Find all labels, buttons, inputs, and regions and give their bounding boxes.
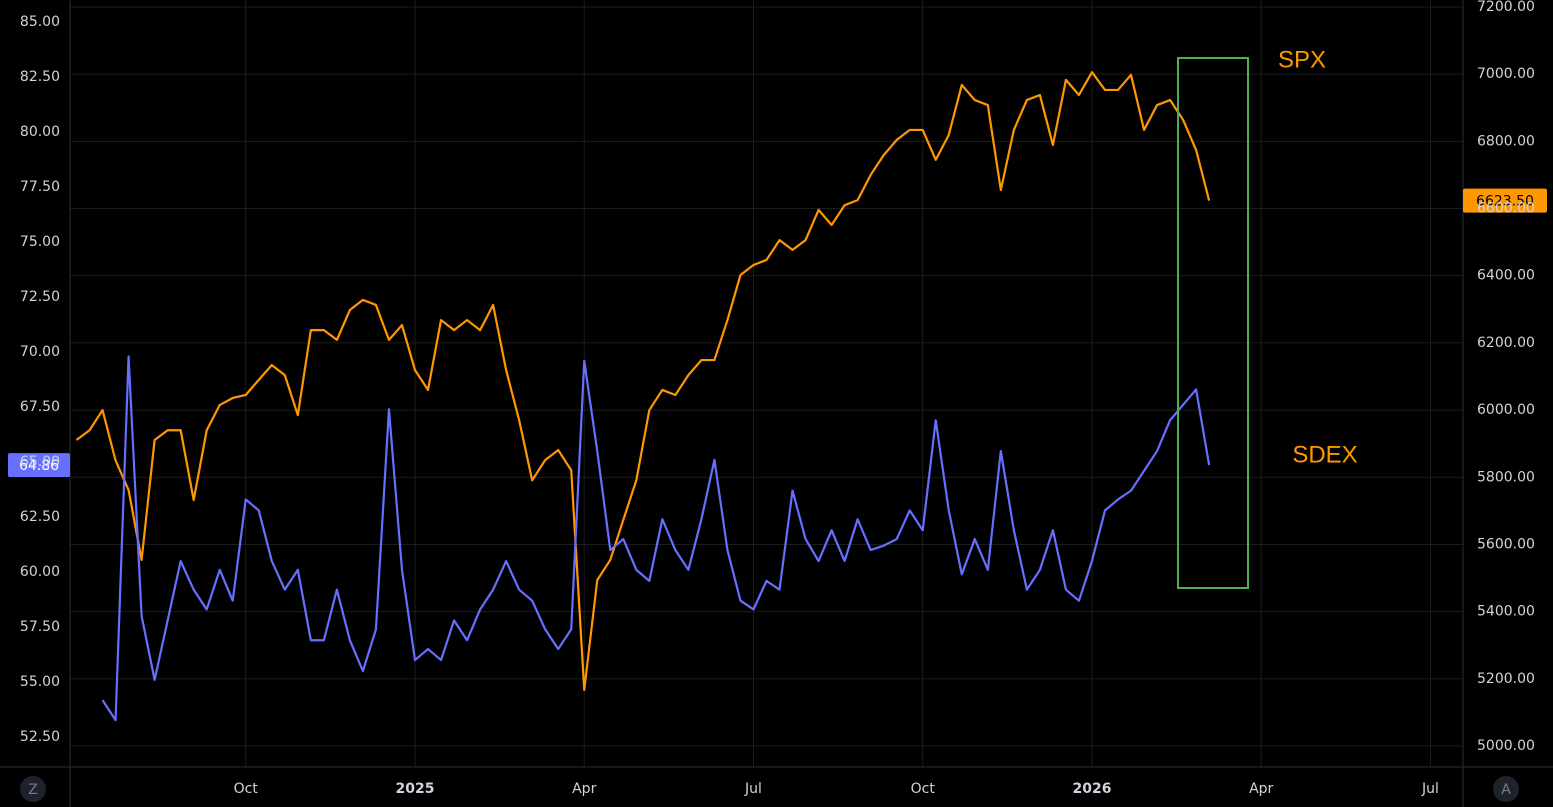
y2-tick-label: 5800.00 <box>1477 469 1535 485</box>
price-tag-label: 64.86 <box>19 458 59 474</box>
y2-tick-label: 6800.00 <box>1477 133 1535 149</box>
y2-tick-label: 6200.00 <box>1477 335 1535 351</box>
x-tick-label: Apr <box>572 781 596 797</box>
annotation: SDEX <box>1292 441 1357 468</box>
x-tick-label: 2025 <box>396 781 435 797</box>
y2-tick-label: 5600.00 <box>1477 536 1535 552</box>
y2-tick-label: 7000.00 <box>1477 66 1535 82</box>
y2-tick-label: 6600.00 <box>1477 201 1535 217</box>
y-tick-label: 70.00 <box>20 344 60 360</box>
highlight-box <box>1177 57 1249 589</box>
series-line <box>75 71 1211 692</box>
y-tick-label: 57.50 <box>20 619 60 635</box>
y-tick-label: 67.50 <box>20 399 60 415</box>
y-tick-label: 72.50 <box>20 289 60 305</box>
control-button[interactable] <box>20 776 46 802</box>
y-tick-label: 60.00 <box>20 564 60 580</box>
price-tag <box>8 453 70 478</box>
y-tick-label: 75.00 <box>20 234 60 250</box>
x-tick-label: Jul <box>1421 781 1439 797</box>
y-tick-label: 52.50 <box>20 729 60 745</box>
y2-tick-label: 5200.00 <box>1477 671 1535 687</box>
x-tick-label: 2026 <box>1072 781 1111 797</box>
y2-tick-label: 6000.00 <box>1477 402 1535 418</box>
grid <box>70 0 1463 767</box>
y-tick-label: 55.00 <box>20 674 60 690</box>
y-tick-label: 82.50 <box>20 69 60 85</box>
series-line <box>101 355 1211 722</box>
price-tags: 64.86 6623.50 <box>8 188 1547 478</box>
y-tick-label: 85.00 <box>20 14 60 30</box>
y-tick-label: 65.00 <box>20 454 60 470</box>
control-button[interactable] <box>1493 776 1519 802</box>
plot <box>75 71 1211 722</box>
price-tag-label: 6623.50 <box>1476 194 1534 210</box>
y-tick-label: 62.50 <box>20 509 60 525</box>
x-tick-label: Jul <box>744 781 762 797</box>
control-label[interactable]: A <box>1501 782 1511 798</box>
control-label[interactable]: Z <box>28 782 38 798</box>
y-tick-label: 80.00 <box>20 124 60 140</box>
y-tick-label: 77.50 <box>20 179 60 195</box>
y2-tick-label: 5000.00 <box>1477 738 1535 754</box>
x-tick-label: Apr <box>1249 781 1273 797</box>
price-tag <box>1463 188 1547 213</box>
y2-tick-label: 5400.00 <box>1477 604 1535 620</box>
y2-tick-label: 6400.00 <box>1477 268 1535 284</box>
y2-tick-label: 7200.00 <box>1477 0 1535 15</box>
annotation: SPX <box>1278 46 1326 73</box>
x-tick-label: Oct <box>911 781 936 797</box>
x-tick-label: Oct <box>234 781 259 797</box>
